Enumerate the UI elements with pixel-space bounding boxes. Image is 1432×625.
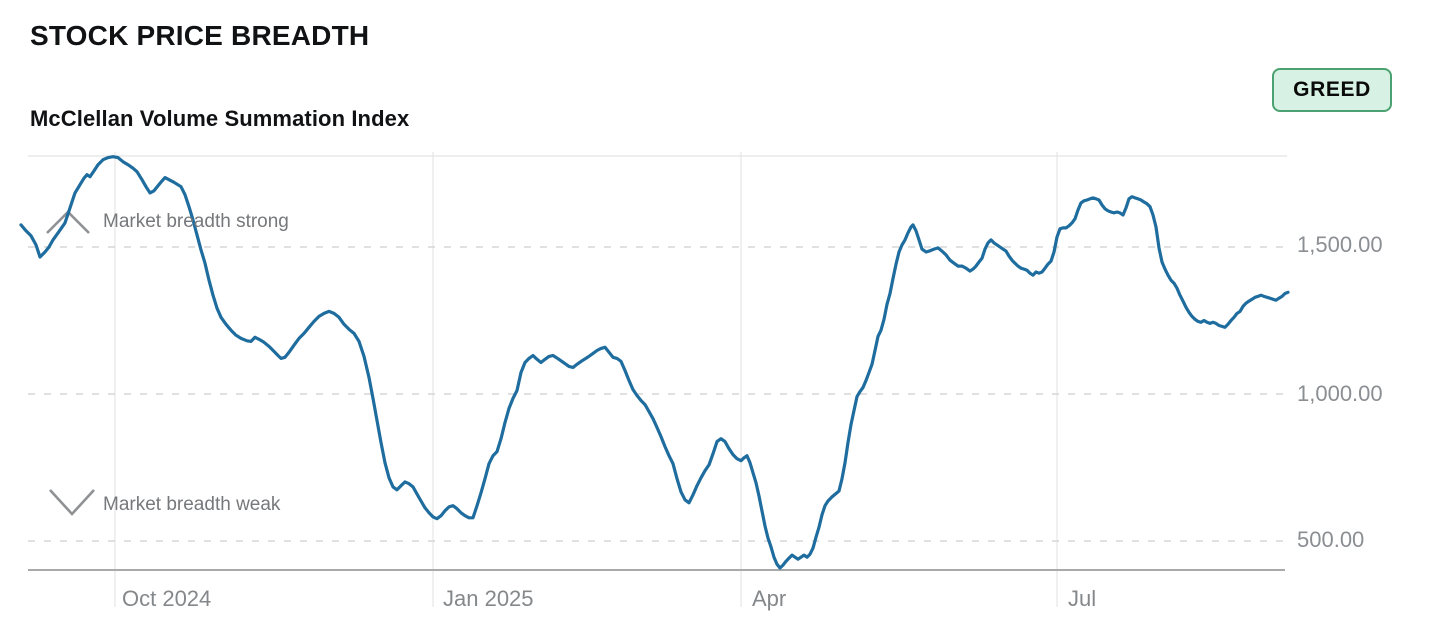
x-tick-label-apr: Apr [752, 586, 787, 611]
horizontal-dashed-gridlines [28, 246, 1283, 542]
sentiment-badge: GREED [1272, 68, 1392, 112]
y-tick-label-1000: 1,000.00 [1297, 381, 1383, 406]
x-tick-label-jul: Jul [1068, 586, 1097, 611]
chevron-down-icon [49, 489, 95, 516]
index-line-series [19, 155, 1290, 570]
x-tick-label-oct-2024: Oct 2024 [122, 586, 212, 611]
x-tick-label-jan-2025: Jan 2025 [443, 586, 534, 611]
chart-subtitle: McClellan Volume Summation Index [30, 106, 410, 131]
annotation-market-breadth-strong: Market breadth strong [103, 211, 289, 232]
y-tick-label-1500: 1,500.00 [1297, 232, 1383, 257]
page-title: STOCK PRICE BREADTH [30, 20, 370, 51]
annotation-market-breadth-weak: Market breadth weak [103, 494, 281, 515]
y-tick-label-500: 500.00 [1297, 527, 1365, 552]
vertical-gridlines [114, 152, 1058, 607]
